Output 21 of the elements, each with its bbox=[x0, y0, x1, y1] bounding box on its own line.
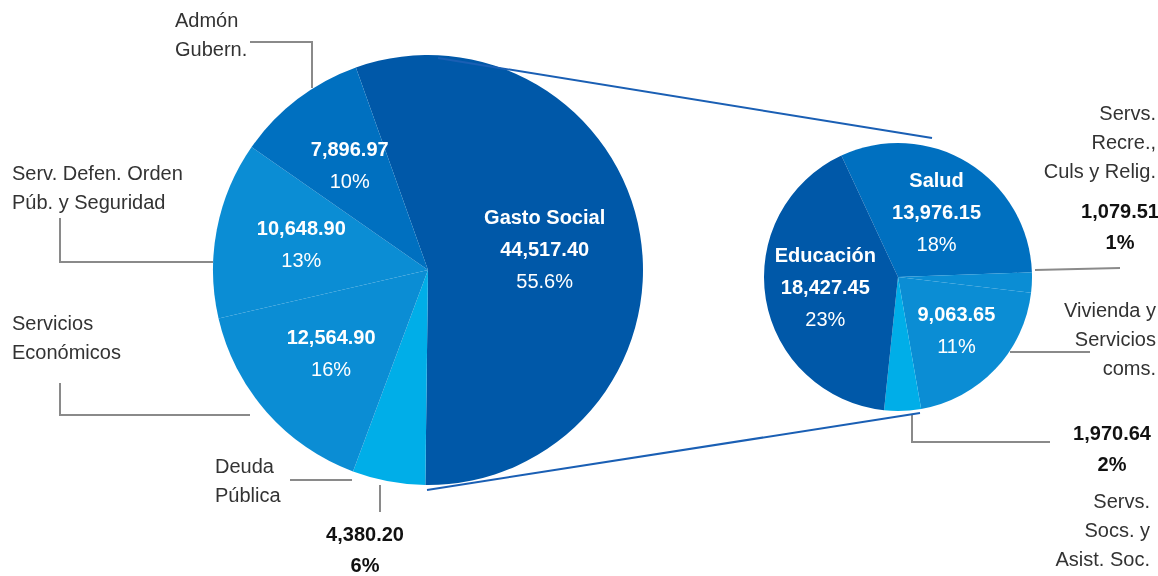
pie-slice bbox=[251, 67, 428, 270]
slice-label: Servs. Socs. y Asist. Soc. bbox=[1055, 490, 1150, 570]
data-label: 4,380.20 6% bbox=[326, 523, 404, 576]
slice-label: Vivienda y Servicios coms. bbox=[1064, 299, 1156, 379]
text: 10,648.90 13% bbox=[256, 216, 346, 271]
slice-label: Servs. Recre., Culs y Relig. bbox=[1043, 102, 1156, 182]
data-label: 1,970.64 2% bbox=[1073, 422, 1152, 475]
text: 12,564.90 16% bbox=[286, 326, 376, 381]
slice-label: Educación bbox=[774, 244, 876, 267]
slice-label: Servicios Económicos bbox=[12, 312, 121, 363]
slice-label: Deuda Pública bbox=[215, 455, 282, 506]
data-label: 1,079.51 1% bbox=[1081, 200, 1158, 253]
slice-label: Admón Gubern. bbox=[175, 9, 248, 60]
text: 9,063.65 11% bbox=[917, 303, 996, 358]
text: 7,896.97 10% bbox=[310, 138, 389, 193]
slice-label: Salud bbox=[909, 169, 964, 192]
text: 13,976.15 18% bbox=[892, 201, 982, 256]
text: 44,517.40 55.6% bbox=[500, 237, 590, 292]
slice-label: Gasto Social bbox=[484, 205, 606, 228]
slice-label: Serv. Defen. Orden Púb. y Seguridad bbox=[12, 162, 183, 213]
text: 18,427.45 23% bbox=[780, 276, 870, 331]
